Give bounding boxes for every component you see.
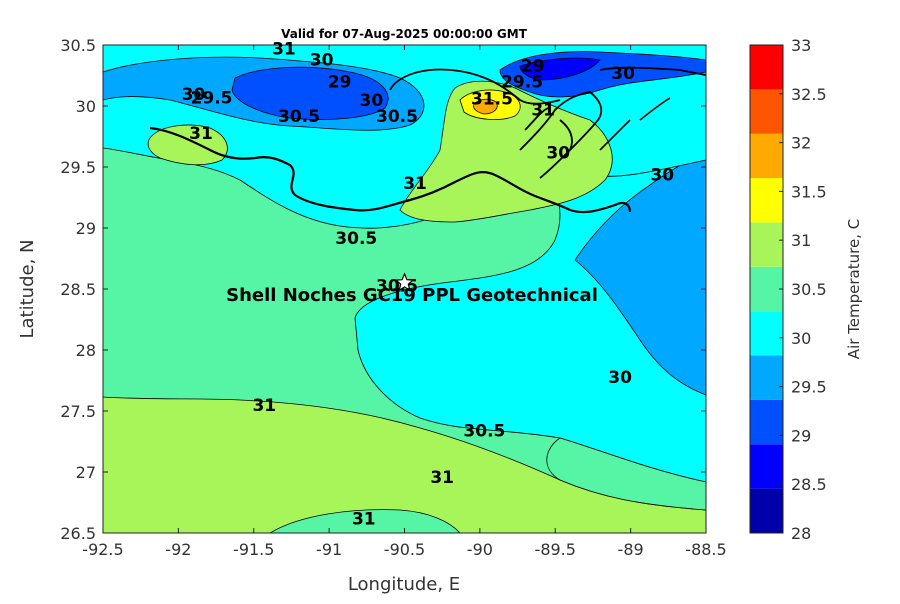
contour-label: 30.5 [278,107,320,127]
contour-label: 31 [403,174,427,194]
colorbar-tick-label: 29.5 [791,378,827,397]
contour-label: 29 [521,57,545,77]
x-tick-label: -91 [316,540,342,559]
y-tick-label: 28 [76,341,96,360]
y-axis-label: Latitude, N [17,240,38,339]
x-tick-label: -90.5 [384,540,425,559]
colorbar-tick-label: 30 [791,329,811,348]
colorbar-tick-label: 32.5 [791,85,827,104]
y-tick-label: 27.5 [60,402,96,421]
colorbar-tick-label: 31 [791,231,811,250]
y-tick-label: 30.5 [60,36,96,55]
contour-label: 30 [359,91,383,111]
band-30_5-31-southeast [546,437,706,511]
band-32-32_5-central [473,98,498,115]
contour-label: 30 [650,165,674,185]
coastline-main [149,126,632,214]
contour-label: 31 [352,509,376,529]
contour-label: 31 [272,40,296,60]
y-tick-label: 30 [76,97,96,116]
contour-label: 29 [328,73,352,93]
contour-label: 31.5 [471,90,513,110]
coastline-marsh [519,91,603,179]
x-tick-label: -92 [165,540,191,559]
x-tick-label: -88.5 [685,540,726,559]
contour-label: 29.5 [191,88,233,108]
axes: -92.5 -92 -91.5 -91 -90.5 -90 -89.5 -89 -88.5 30.… [60,36,726,559]
band-29_5-30-east [574,149,706,396]
x-tick-label: -89.5 [535,540,576,559]
coastline [149,66,706,214]
colorbar-swatch [750,133,783,179]
coastline-north [389,66,706,105]
band-31-31_5-west [147,124,228,166]
contour-label: 30 [182,85,206,105]
colorbar-tick-label: 31.5 [791,182,827,201]
colorbar-swatch [750,444,783,489]
contour-label: 30 [310,51,334,71]
colorbar-tick-label: 28 [791,524,811,543]
contour-label: 29.5 [501,73,543,93]
annotation-label: Shell Noches GC19 PPL Geotechnical [226,285,598,306]
colorbar-swatch [750,89,783,134]
colorbar-tick-label: 28.5 [791,475,827,494]
contour-label: 30 [611,64,635,84]
band-31-31_5-central [399,80,613,223]
site-star-marker [394,272,415,292]
y-tick-label: 29 [76,219,96,238]
contour-label: 30.5 [335,229,377,249]
y-tick-label: 26.5 [60,524,96,543]
contour-label: 30 [608,368,632,388]
colorbar-tick-label: 32 [791,134,811,153]
colorbar-swatch [750,355,783,400]
contour-label: 30.5 [463,422,505,442]
annotation: Shell Noches GC19 PPL Geotechnical [226,272,598,306]
figure-title: Valid for 07-Aug-2025 00:00:00 GMT [281,27,528,41]
band-30_5-pocket-south [269,509,461,533]
band-28_5-29-northeast [519,57,601,81]
colorbar-tick-label: 33 [791,36,811,55]
contour-label: 31 [252,396,276,416]
y-tick-label: 29.5 [60,158,96,177]
contour-label: 31 [189,124,213,144]
y-tick-label: 27 [76,463,96,482]
contour-fills [103,45,706,533]
colorbar-swatch [750,222,783,267]
colorbar-swatch [750,488,783,533]
colorbar-swatch [750,266,783,312]
colorbar-swatch [750,178,783,223]
x-tick-label: -89 [618,540,644,559]
colorbar-tick-label: 29 [791,426,811,445]
y-tick-label: 28.5 [60,280,96,299]
x-tick-label: -92.5 [82,540,123,559]
contour-label: 31 [430,468,454,488]
colorbar: 33 32.5 32 31.5 31 30.5 30 29.5 29 28.5 28 [749,36,827,543]
x-axis-label: Longitude, E [348,574,460,595]
colorbar-swatch [750,399,783,445]
colorbar-swatch [750,45,783,90]
x-tick-label: -91.5 [233,540,274,559]
contour-label: 30.5 [376,107,418,127]
band-29-29_5-northwest [231,66,389,120]
contour-label: 30 [546,143,570,163]
coastline-chandeleur [599,97,671,151]
contour-label: 31 [531,101,555,121]
x-tick-label: -90 [467,540,493,559]
colorbar-label: Air Temperature, C [845,219,863,359]
colorbar-swatch [750,311,783,356]
colorbar-tick-label: 30.5 [791,280,827,299]
